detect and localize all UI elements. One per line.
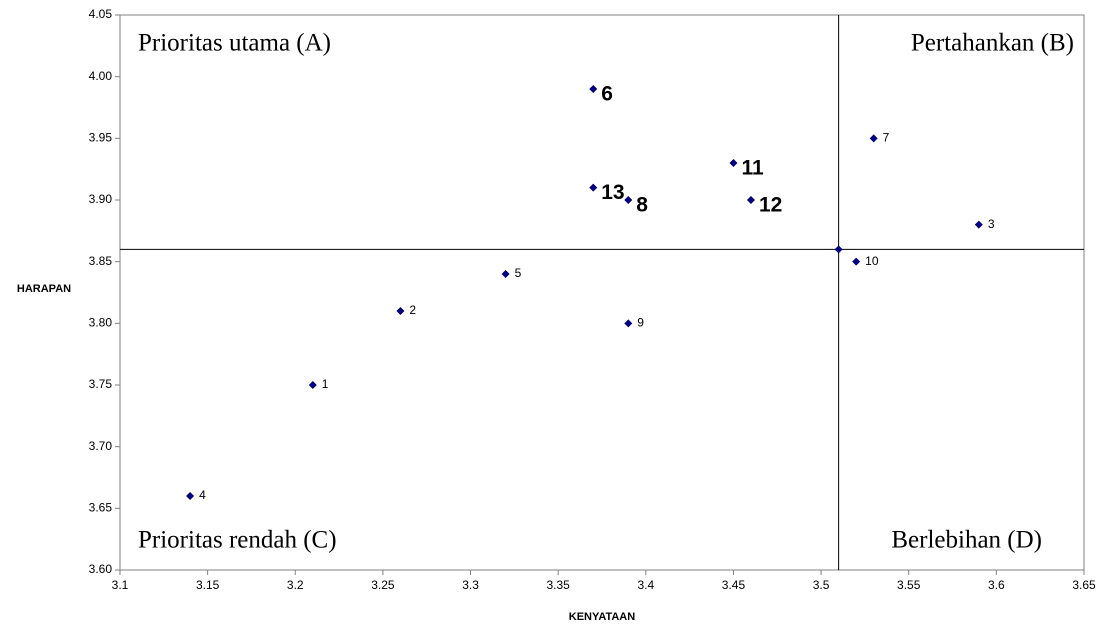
y-tick-label: 3.60 bbox=[89, 562, 113, 576]
x-tick-label: 3.5 bbox=[813, 578, 830, 592]
point-label: 5 bbox=[515, 266, 522, 280]
x-tick-label: 3.55 bbox=[897, 578, 921, 592]
point-label: 8 bbox=[636, 194, 648, 217]
x-tick-label: 3.6 bbox=[988, 578, 1005, 592]
x-tick-label: 3.65 bbox=[1072, 578, 1096, 592]
x-tick-label: 3.45 bbox=[722, 578, 746, 592]
point bbox=[624, 319, 633, 328]
point bbox=[396, 307, 405, 315]
x-tick-label: 3.4 bbox=[637, 578, 654, 592]
x-tick-label: 3.25 bbox=[371, 578, 395, 592]
point-label: 13 bbox=[601, 181, 624, 204]
y-tick-label: 3.95 bbox=[89, 131, 113, 145]
x-tick-label: 3.2 bbox=[287, 578, 304, 592]
point-label: 7 bbox=[883, 131, 890, 145]
point bbox=[869, 134, 878, 143]
point bbox=[834, 245, 843, 254]
point bbox=[974, 220, 983, 229]
quadrant-label: Berlebihan (D) bbox=[891, 527, 1042, 554]
y-tick-label: 3.70 bbox=[89, 439, 113, 453]
point bbox=[308, 381, 317, 389]
x-tick-label: 3.1 bbox=[112, 578, 129, 592]
point bbox=[589, 85, 598, 93]
x-tick-label: 3.35 bbox=[547, 578, 571, 592]
point-label: 4 bbox=[199, 488, 206, 502]
point bbox=[501, 270, 510, 278]
point-label: 9 bbox=[637, 316, 644, 330]
plot-area bbox=[119, 14, 1085, 571]
y-tick-label: 3.75 bbox=[89, 377, 113, 391]
y-tick-label: 4.05 bbox=[89, 7, 113, 21]
point bbox=[589, 183, 598, 192]
y-axis-title: HARAPAN bbox=[17, 283, 71, 295]
point bbox=[186, 492, 195, 500]
x-tick-label: 3.15 bbox=[196, 578, 220, 592]
point-label: 3 bbox=[988, 217, 995, 231]
y-tick-label: 4.00 bbox=[89, 69, 113, 83]
point-label: 12 bbox=[759, 194, 782, 217]
point bbox=[624, 196, 633, 204]
point-label: 10 bbox=[865, 254, 879, 268]
y-tick-label: 3.80 bbox=[89, 316, 113, 330]
quadrant-label: Prioritas rendah (C) bbox=[138, 527, 337, 554]
point bbox=[746, 196, 755, 204]
y-tick-label: 3.65 bbox=[89, 501, 113, 515]
x-axis-title: KENYATAAN bbox=[569, 611, 635, 623]
point-label: 6 bbox=[601, 83, 613, 106]
point bbox=[852, 257, 861, 266]
point-label: 2 bbox=[409, 303, 416, 317]
point bbox=[729, 159, 738, 167]
point-label: 1 bbox=[322, 377, 329, 391]
point-label: 11 bbox=[741, 157, 764, 180]
quadrant-label: Prioritas utama (A) bbox=[138, 30, 331, 57]
x-tick-label: 3.3 bbox=[462, 578, 479, 592]
y-tick-label: 3.90 bbox=[89, 192, 113, 206]
y-tick-label: 3.85 bbox=[89, 254, 113, 268]
quadrant-label: Pertahankan (B) bbox=[911, 30, 1074, 57]
